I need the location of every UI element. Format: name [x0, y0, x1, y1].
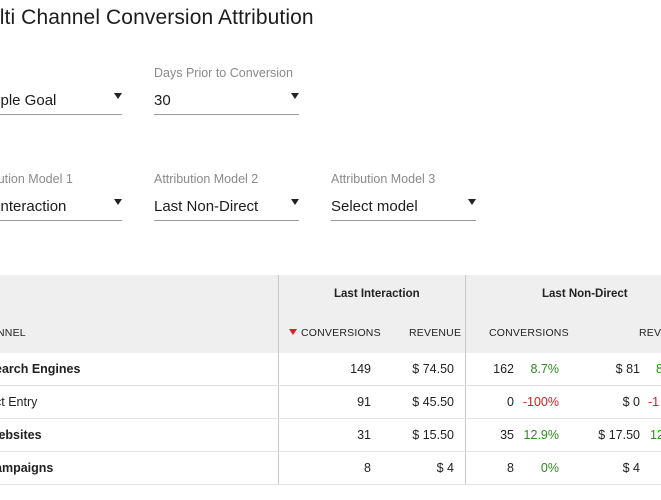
- lnd-conversions-change: 0%: [540, 461, 559, 475]
- column-header-lnd-revenue[interactable]: REVE: [639, 327, 661, 339]
- li-revenue-value: $ 4: [436, 461, 454, 475]
- goal-select[interactable]: mple Goal: [0, 86, 122, 115]
- column-header-li-revenue[interactable]: REVENUE: [409, 327, 462, 339]
- days-prior-select[interactable]: 30: [154, 86, 299, 115]
- li-conversions-value: 149: [350, 362, 371, 376]
- attribution-model-2-filter: Attribution Model 2 Last Non-Direct: [154, 172, 299, 228]
- channel-name: ct Entry: [0, 395, 38, 409]
- lnd-conversions-value: 0: [507, 395, 514, 409]
- column-header-li-conversions-label: CONVERSIONS: [301, 327, 381, 339]
- attribution-model-3-label: Attribution Model 3: [331, 172, 436, 186]
- group-header-last-non-direct: Last Non-Direct: [542, 288, 628, 300]
- attribution-model-3-select[interactable]: Select model: [331, 192, 476, 221]
- chevron-down-icon: [114, 199, 122, 205]
- li-conversions-value: 91: [357, 395, 371, 409]
- column-divider: [465, 275, 466, 485]
- column-header-lnd-conversions[interactable]: CONVERSIONS: [489, 327, 569, 339]
- channel-name: ampaigns: [0, 461, 54, 475]
- lnd-revenue-value: $ 81: [615, 362, 640, 376]
- page-title: ulti Channel Conversion Attribution: [0, 6, 314, 29]
- attribution-model-2-label: Attribution Model 2: [154, 172, 259, 186]
- lnd-revenue-value: $ 0: [622, 395, 640, 409]
- attribution-model-1-filter: ibution Model 1 t Interaction: [0, 172, 122, 228]
- attribution-model-1-value: t Interaction: [0, 198, 67, 215]
- table-row[interactable]: ct Entry 91 $ 45.50 0 -100% $ 0 -1: [0, 386, 661, 419]
- column-divider: [278, 275, 279, 485]
- attribution-model-1-select[interactable]: t Interaction: [0, 192, 122, 221]
- lnd-revenue-change: 12: [650, 428, 661, 442]
- days-prior-filter: Days Prior to Conversion 30: [154, 66, 299, 122]
- attribution-model-1-label: ibution Model 1: [0, 172, 73, 186]
- lnd-revenue-value: $ 17.50: [598, 428, 640, 442]
- li-revenue-value: $ 74.50: [412, 362, 454, 376]
- attribution-model-3-filter: Attribution Model 3 Select model: [331, 172, 476, 228]
- attribution-model-2-select[interactable]: Last Non-Direct: [154, 192, 299, 221]
- table-row[interactable]: earch Engines 149 $ 74.50 162 8.7% $ 81 …: [0, 353, 661, 386]
- days-prior-select-value: 30: [154, 92, 171, 109]
- goal-filter: l mple Goal: [0, 66, 122, 122]
- days-prior-label: Days Prior to Conversion: [154, 66, 293, 80]
- chevron-down-icon: [468, 199, 476, 205]
- lnd-revenue-value: $ 4: [622, 461, 640, 475]
- channel-name: earch Engines: [0, 362, 81, 376]
- attribution-model-2-value: Last Non-Direct: [154, 198, 259, 215]
- attribution-model-3-value: Select model: [331, 198, 418, 215]
- sort-descending-icon: [289, 329, 297, 335]
- lnd-conversions-change: 12.9%: [523, 428, 559, 442]
- table-row[interactable]: ampaigns 8 $ 4 8 0% $ 4: [0, 452, 661, 485]
- li-conversions-value: 8: [364, 461, 371, 475]
- channel-name: /ebsites: [0, 428, 42, 442]
- lnd-conversions-change: -100%: [522, 395, 559, 409]
- lnd-revenue-change: 8: [656, 362, 661, 376]
- column-header-li-conversions[interactable]: CONVERSIONS: [289, 327, 381, 339]
- chevron-down-icon: [291, 199, 299, 205]
- lnd-conversions-value: 162: [493, 362, 514, 376]
- goal-select-value: mple Goal: [0, 92, 57, 109]
- table-header: Last Interaction Last Non-Direct NNEL CO…: [0, 275, 661, 353]
- li-conversions-value: 31: [357, 428, 371, 442]
- column-header-channel[interactable]: NNEL: [0, 327, 26, 339]
- lnd-conversions-value: 35: [500, 428, 514, 442]
- group-header-last-interaction: Last Interaction: [334, 288, 420, 300]
- table-row[interactable]: /ebsites 31 $ 15.50 35 12.9% $ 17.50 12: [0, 419, 661, 452]
- li-revenue-value: $ 45.50: [412, 395, 454, 409]
- lnd-conversions-change: 8.7%: [530, 362, 560, 376]
- lnd-revenue-change: -1: [648, 395, 660, 409]
- lnd-conversions-value: 8: [507, 461, 514, 475]
- li-revenue-value: $ 15.50: [412, 428, 454, 442]
- chevron-down-icon: [291, 93, 299, 99]
- chevron-down-icon: [114, 93, 122, 99]
